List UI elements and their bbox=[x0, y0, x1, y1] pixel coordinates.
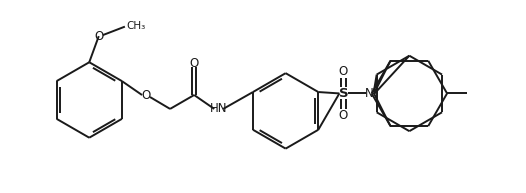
Text: O: O bbox=[94, 30, 104, 43]
Text: HN: HN bbox=[209, 102, 227, 115]
Text: O: O bbox=[189, 57, 199, 70]
Text: O: O bbox=[339, 65, 348, 78]
Text: CH₃: CH₃ bbox=[127, 21, 146, 31]
Text: S: S bbox=[339, 87, 348, 100]
Text: N: N bbox=[366, 87, 374, 100]
Text: O: O bbox=[339, 109, 348, 122]
Text: O: O bbox=[141, 89, 150, 102]
